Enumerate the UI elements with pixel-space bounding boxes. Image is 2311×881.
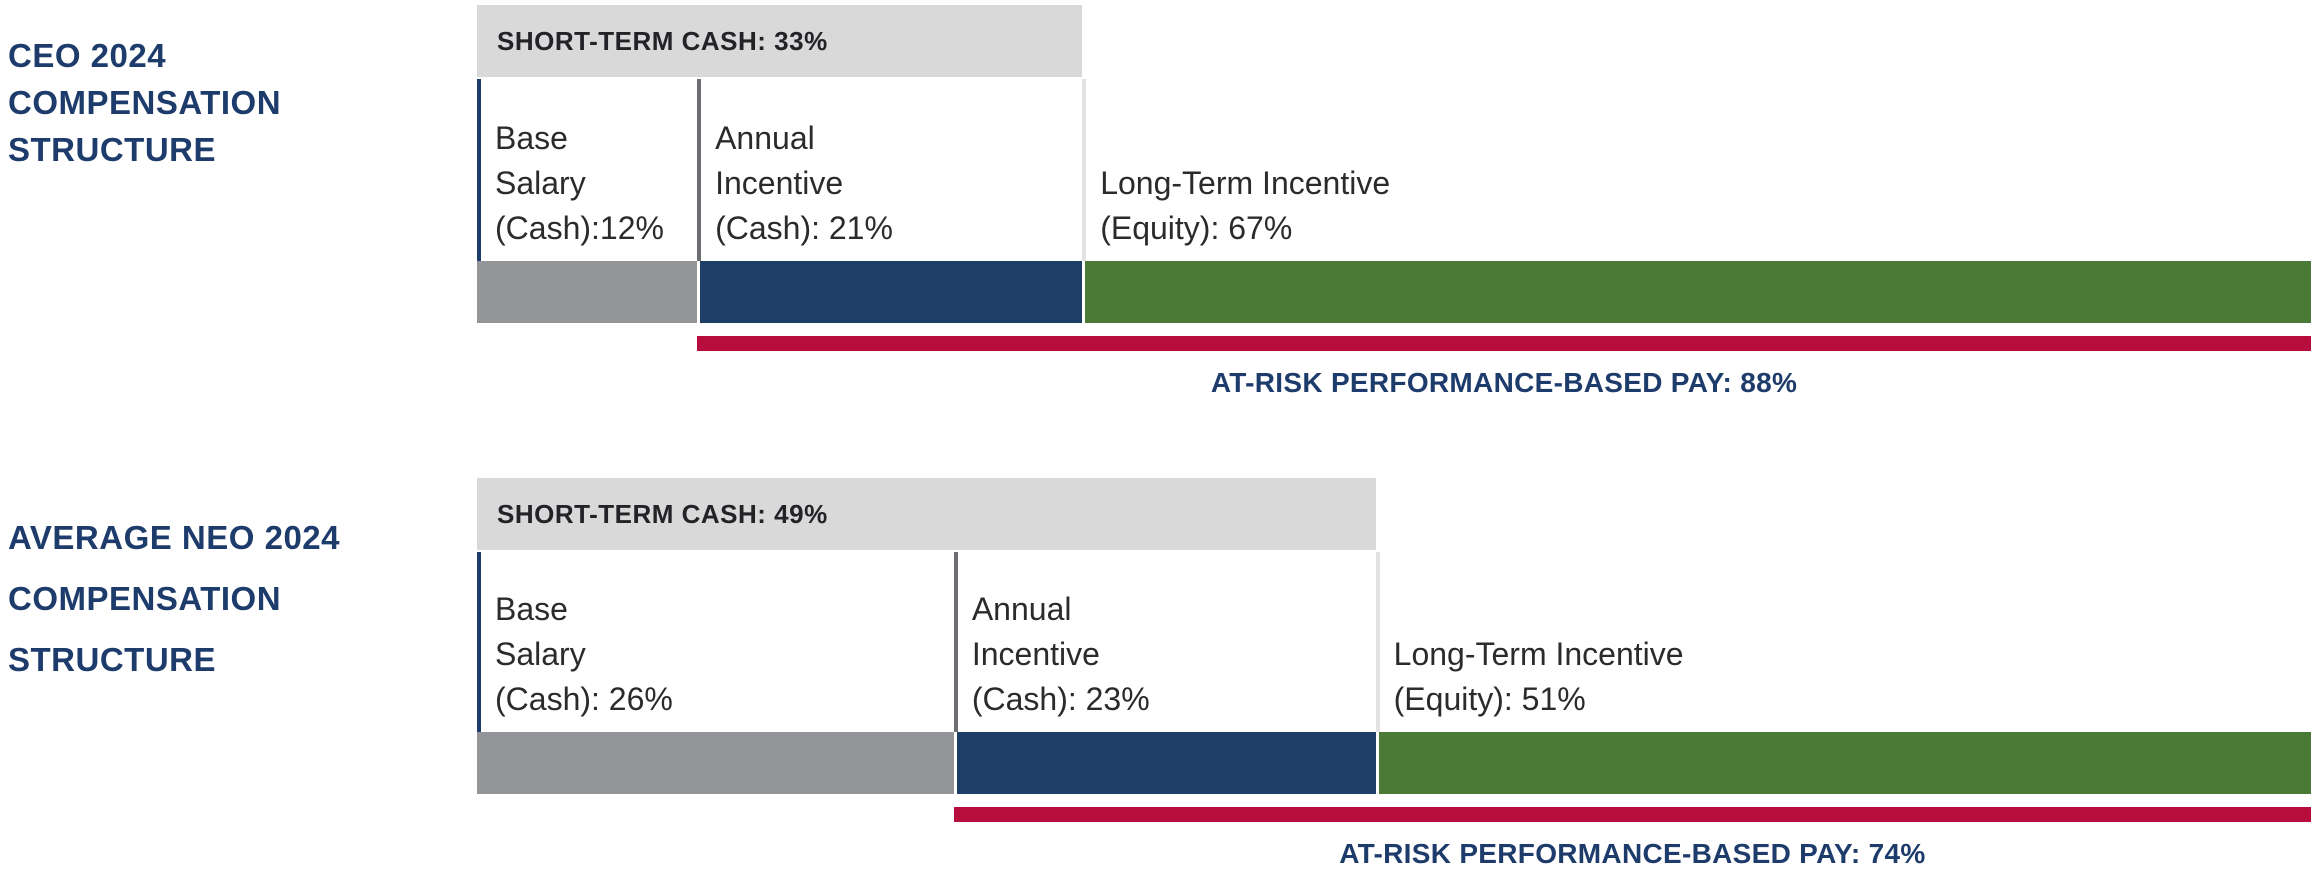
label-line: Incentive [715, 165, 844, 201]
label-annual-incentive: Annual Incentive (Cash): 23% [953, 552, 1376, 732]
segment-labels-row: Base Salary (Cash): 26% Annual Incentive… [477, 552, 2311, 732]
short-term-cash-bracket: SHORT-TERM CASH: 49% [477, 478, 1376, 550]
chart-title-line: AVERAGE NEO 2024 [8, 519, 341, 557]
label-line: Long-Term Incentive [1393, 636, 1684, 672]
at-risk-underline-bar [697, 336, 2311, 351]
bar-segment-long-term-incentive [1082, 261, 2311, 323]
chart-title-line: STRUCTURE [8, 131, 216, 169]
label-line: Incentive [971, 636, 1100, 672]
bar-segment-annual-incentive [697, 261, 1083, 323]
label-line: (Equity): 67% [1100, 210, 1293, 246]
label-line: (Cash): 26% [495, 681, 673, 717]
label-line: Base [495, 591, 568, 627]
chart-title-neo: AVERAGE NEO 2024 COMPENSATION STRUCTURE [8, 507, 448, 690]
label-line: Base [495, 120, 568, 156]
bar-segment-annual-incentive [953, 732, 1376, 794]
at-risk-label: AT-RISK PERFORMANCE-BASED PAY: 88% [1210, 367, 1798, 398]
short-term-cash-label: SHORT-TERM CASH: 33% [497, 25, 828, 56]
chart-title-ceo: CEO 2024 COMPENSATION STRUCTURE [8, 32, 448, 173]
bar-segment-long-term-incentive [1375, 732, 2311, 794]
label-line: (Equity): 51% [1393, 681, 1586, 717]
chart-title-line: CEO 2024 [8, 37, 167, 75]
chart-title-line: COMPENSATION [8, 580, 282, 618]
chart-area: SHORT-TERM CASH: 49% Base Salary (Cash):… [477, 478, 2311, 870]
label-line: Salary [495, 165, 586, 201]
short-term-cash-label: SHORT-TERM CASH: 49% [497, 498, 828, 529]
chart-title-line: STRUCTURE [8, 641, 216, 679]
label-line: (Cash):12% [495, 210, 664, 246]
at-risk-label: AT-RISK PERFORMANCE-BASED PAY: 74% [1339, 838, 1926, 869]
label-base-salary: Base Salary (Cash): 26% [477, 552, 954, 732]
at-risk-underline-bar [953, 807, 2311, 822]
label-line: Annual [971, 591, 1072, 627]
stacked-bar [477, 261, 2311, 323]
label-line: Salary [495, 636, 586, 672]
stacked-bar [477, 732, 2311, 794]
label-line: Long-Term Incentive [1100, 165, 1391, 201]
chart-title-line: COMPENSATION [8, 84, 282, 122]
short-term-cash-bracket: SHORT-TERM CASH: 33% [477, 5, 1083, 77]
label-annual-incentive: Annual Incentive (Cash): 21% [697, 79, 1082, 261]
bar-segment-base-salary [477, 732, 954, 794]
label-line: Annual [715, 120, 815, 156]
segment-labels-row: Base Salary (Cash):12% Annual Incentive … [477, 79, 2311, 261]
bar-segment-base-salary [477, 261, 698, 323]
label-line: (Cash): 23% [971, 681, 1150, 717]
label-long-term-incentive: Long-Term Incentive (Equity): 67% [1082, 79, 2311, 261]
chart-area: SHORT-TERM CASH: 33% Base Salary (Cash):… [477, 5, 2311, 399]
label-long-term-incentive: Long-Term Incentive (Equity): 51% [1375, 552, 2311, 732]
label-base-salary: Base Salary (Cash):12% [477, 79, 697, 261]
label-line: (Cash): 21% [715, 210, 893, 246]
